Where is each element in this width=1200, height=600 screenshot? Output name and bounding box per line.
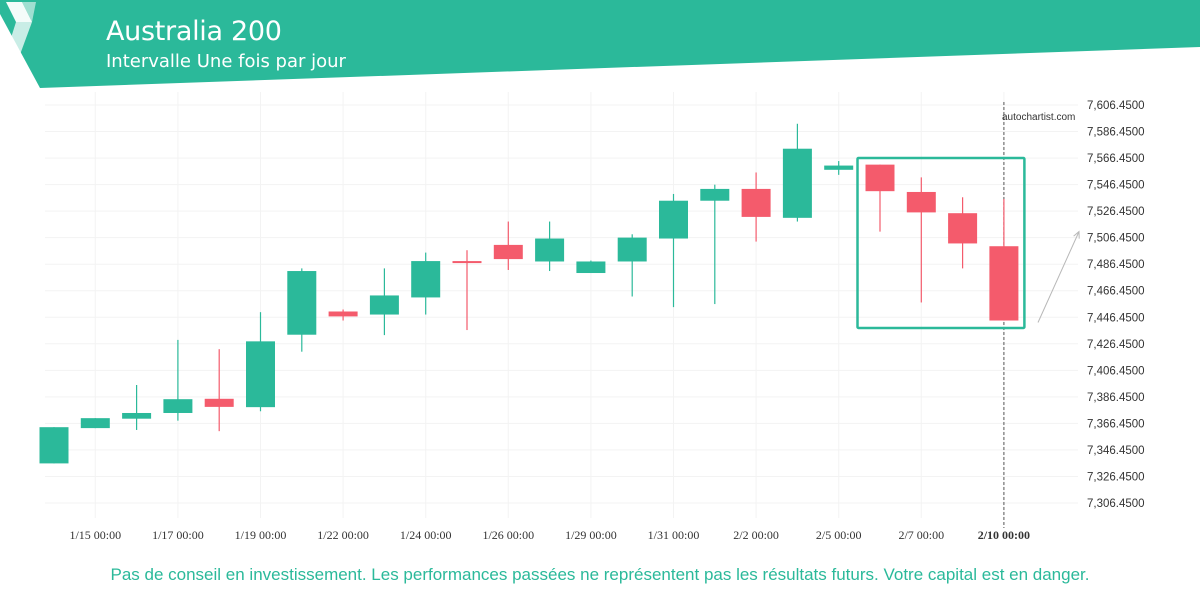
candle-body xyxy=(906,191,936,213)
x-tick-label: 2/5 00:00 xyxy=(816,528,862,542)
x-tick-label: 1/17 00:00 xyxy=(152,528,204,542)
candles xyxy=(39,123,1019,464)
x-tick-label: 2/7 00:00 xyxy=(898,528,944,542)
page-subtitle: Intervalle Une fois par jour xyxy=(106,51,346,72)
x-tick-label: 1/22 00:00 xyxy=(317,528,369,542)
candle xyxy=(948,197,978,269)
candle-body xyxy=(328,311,358,317)
autochartist-logo-icon xyxy=(4,2,36,60)
y-tick-label: 7,346.4500 xyxy=(1087,445,1145,457)
candle xyxy=(411,252,441,315)
x-axis: 1/15 00:00 1/17 00:00 1/19 00:00 1/22 00:00… xyxy=(69,528,1030,542)
candle xyxy=(576,260,606,274)
candle-body xyxy=(700,188,730,201)
pattern-box xyxy=(856,156,1026,330)
projection-line xyxy=(1037,231,1080,323)
y-tick-label: 7,426.4500 xyxy=(1087,339,1145,351)
y-tick-label: 7,326.4500 xyxy=(1087,471,1145,483)
x-tick-label: 1/31 00:00 xyxy=(648,528,700,542)
candle-body xyxy=(617,237,647,262)
candle-body xyxy=(287,271,317,335)
watermark: autochartist.com xyxy=(1002,112,1075,123)
y-tick-label: 7,466.4500 xyxy=(1087,286,1145,298)
candle xyxy=(493,221,523,270)
header-shape xyxy=(0,0,1200,88)
y-tick-label: 7,546.4500 xyxy=(1087,180,1145,192)
candle-body xyxy=(782,148,812,218)
y-tick-label: 7,386.4500 xyxy=(1087,392,1145,404)
x-tick-label: 2/10 00:00 xyxy=(978,528,1030,542)
x-tick-label: 1/24 00:00 xyxy=(400,528,452,542)
candle-body xyxy=(659,200,688,239)
candle xyxy=(617,234,647,297)
candle-body xyxy=(246,341,275,408)
candle xyxy=(782,123,812,222)
header-banner: Australia 200 Intervalle Une fois par jo… xyxy=(0,0,1200,90)
y-tick-label: 7,366.4500 xyxy=(1087,418,1145,430)
candle-body xyxy=(411,261,441,298)
x-tick-label: 2/2 00:00 xyxy=(733,528,779,542)
header-background xyxy=(0,0,1200,88)
candle xyxy=(204,349,234,432)
candle xyxy=(535,221,565,272)
y-tick-label: 7,446.4500 xyxy=(1087,312,1145,324)
candlestick-chart: 7,306.4500 7,326.4500 7,346.4500 7,366.4500… xyxy=(39,92,1145,542)
candle xyxy=(452,250,482,331)
candle xyxy=(246,312,275,412)
candle xyxy=(80,418,110,429)
candle-body xyxy=(163,399,193,413)
candle xyxy=(906,177,936,303)
candle-body xyxy=(824,165,854,170)
x-tick-label: 1/15 00:00 xyxy=(69,528,121,542)
candle-body xyxy=(741,188,771,217)
candle-body xyxy=(989,246,1019,321)
y-tick-label: 7,406.4500 xyxy=(1087,365,1145,377)
candle-body xyxy=(535,238,565,262)
page-title: Australia 200 xyxy=(106,16,282,47)
candle xyxy=(989,198,1019,321)
x-tick-label: 1/29 00:00 xyxy=(565,528,617,542)
candle xyxy=(287,268,317,352)
y-tick-label: 7,586.4500 xyxy=(1087,127,1145,139)
y-axis: 7,306.4500 7,326.4500 7,346.4500 7,366.4500… xyxy=(1087,100,1145,510)
candle-body xyxy=(369,295,399,315)
candle-body xyxy=(80,418,110,429)
candle-body xyxy=(576,261,606,274)
candle-body xyxy=(865,164,895,192)
candle-body xyxy=(122,412,152,419)
candle xyxy=(659,193,688,308)
candle xyxy=(824,161,854,175)
x-tick-label: 1/19 00:00 xyxy=(235,528,287,542)
candle xyxy=(369,268,399,336)
y-tick-label: 7,486.4500 xyxy=(1087,259,1145,271)
y-tick-label: 7,506.4500 xyxy=(1087,233,1145,245)
x-tick-label: 1/26 00:00 xyxy=(482,528,534,542)
y-tick-label: 7,526.4500 xyxy=(1087,206,1145,218)
candle xyxy=(865,164,895,232)
y-tick-label: 7,606.4500 xyxy=(1087,100,1145,112)
candle-body xyxy=(452,261,482,264)
candle xyxy=(163,339,193,421)
projection-arrowhead xyxy=(1073,230,1080,239)
candle xyxy=(741,172,771,242)
disclaimer: Pas de conseil en investissement. Les pe… xyxy=(110,565,1090,584)
candle xyxy=(700,184,730,305)
y-tick-label: 7,306.4500 xyxy=(1087,498,1145,510)
candle xyxy=(39,427,69,464)
candle xyxy=(122,384,152,430)
candle-body xyxy=(39,427,69,464)
candle-body xyxy=(493,244,523,260)
candle-body xyxy=(204,398,234,407)
y-tick-label: 7,566.4500 xyxy=(1087,153,1145,165)
candle-body xyxy=(948,213,978,244)
pattern-overlay xyxy=(856,156,1080,330)
candle xyxy=(328,309,358,321)
